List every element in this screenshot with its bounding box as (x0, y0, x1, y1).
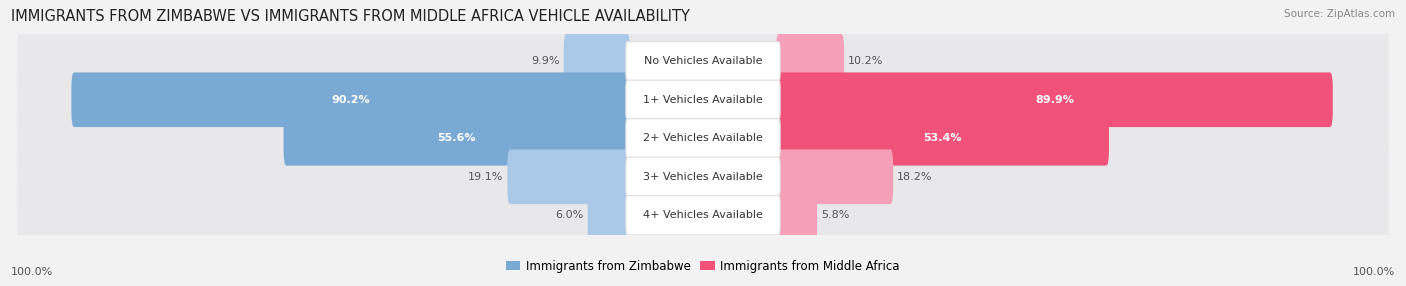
Text: 6.0%: 6.0% (555, 210, 583, 220)
FancyBboxPatch shape (776, 72, 1333, 127)
FancyBboxPatch shape (776, 188, 817, 243)
Legend: Immigrants from Zimbabwe, Immigrants from Middle Africa: Immigrants from Zimbabwe, Immigrants fro… (506, 260, 900, 273)
FancyBboxPatch shape (626, 42, 780, 81)
Text: 100.0%: 100.0% (1353, 267, 1395, 277)
FancyBboxPatch shape (626, 157, 780, 196)
FancyBboxPatch shape (508, 149, 630, 204)
FancyBboxPatch shape (626, 196, 780, 235)
Text: 10.2%: 10.2% (848, 56, 883, 66)
FancyBboxPatch shape (626, 119, 780, 158)
FancyBboxPatch shape (72, 72, 630, 127)
FancyBboxPatch shape (564, 34, 630, 89)
Text: 53.4%: 53.4% (924, 133, 962, 143)
Text: 5.8%: 5.8% (821, 210, 849, 220)
Text: No Vehicles Available: No Vehicles Available (644, 56, 762, 66)
Text: IMMIGRANTS FROM ZIMBABWE VS IMMIGRANTS FROM MIDDLE AFRICA VEHICLE AVAILABILITY: IMMIGRANTS FROM ZIMBABWE VS IMMIGRANTS F… (11, 9, 690, 23)
Text: 100.0%: 100.0% (11, 267, 53, 277)
FancyBboxPatch shape (626, 80, 780, 120)
FancyBboxPatch shape (776, 149, 893, 204)
Text: 2+ Vehicles Available: 2+ Vehicles Available (643, 133, 763, 143)
Text: 3+ Vehicles Available: 3+ Vehicles Available (643, 172, 763, 182)
Text: 55.6%: 55.6% (437, 133, 477, 143)
Text: 90.2%: 90.2% (332, 95, 370, 105)
Text: 4+ Vehicles Available: 4+ Vehicles Available (643, 210, 763, 220)
FancyBboxPatch shape (776, 34, 844, 89)
Text: 9.9%: 9.9% (531, 56, 560, 66)
Text: 89.9%: 89.9% (1035, 95, 1074, 105)
Text: 18.2%: 18.2% (897, 172, 932, 182)
Text: 1+ Vehicles Available: 1+ Vehicles Available (643, 95, 763, 105)
Text: Source: ZipAtlas.com: Source: ZipAtlas.com (1284, 9, 1395, 19)
FancyBboxPatch shape (17, 25, 1389, 98)
FancyBboxPatch shape (17, 140, 1389, 213)
FancyBboxPatch shape (17, 63, 1389, 136)
FancyBboxPatch shape (17, 102, 1389, 175)
Text: 19.1%: 19.1% (468, 172, 503, 182)
FancyBboxPatch shape (776, 111, 1109, 166)
FancyBboxPatch shape (284, 111, 630, 166)
FancyBboxPatch shape (17, 179, 1389, 252)
FancyBboxPatch shape (588, 188, 630, 243)
